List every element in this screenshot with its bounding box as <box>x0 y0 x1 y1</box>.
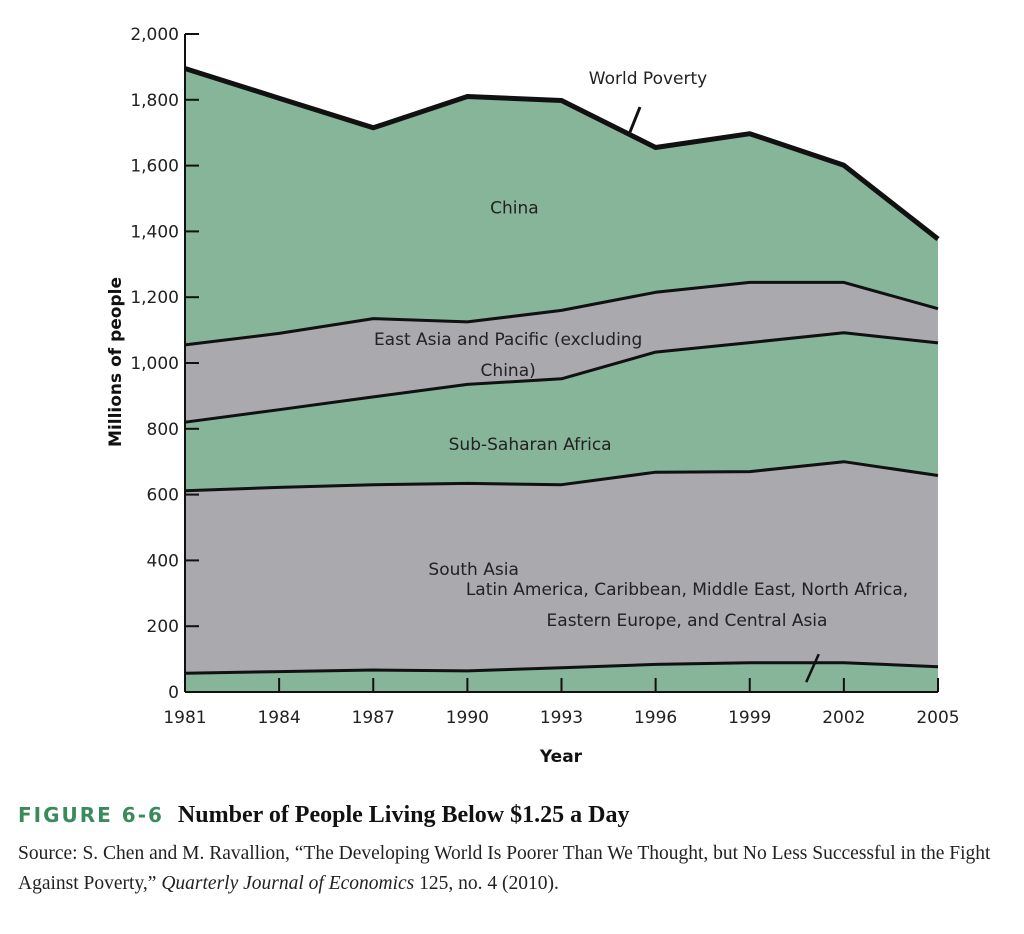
x-tick-label: 1990 <box>446 708 489 728</box>
region-label-line: East Asia and Pacific (excluding <box>374 330 642 350</box>
region-label-line: Sub-Saharan Africa <box>449 435 612 455</box>
region-label-2: Sub-Saharan Africa <box>449 435 612 455</box>
area-series-4 <box>185 68 938 345</box>
series-top-line-0 <box>184 661 939 675</box>
figure-number: FIGURE 6-6 <box>18 803 164 827</box>
series-top-line-2 <box>184 331 939 424</box>
y-axis-title: Millions of people <box>106 277 126 447</box>
y-tick-label: 1,600 <box>130 157 179 177</box>
y-tick-label: 1,800 <box>130 91 179 111</box>
area-series-3 <box>185 282 938 423</box>
region-label-1: South Asia <box>428 560 518 580</box>
region-label-line: South Asia <box>428 560 518 580</box>
source-journal: Quarterly Journal of Economics <box>161 873 415 894</box>
region-labels: Latin America, Caribbean, Middle East, N… <box>374 198 908 683</box>
figure-title: Number of People Living Below $1.25 a Da… <box>177 802 630 828</box>
boundary-lines <box>184 66 940 675</box>
region-label-line: Eastern Europe, and Central Asia <box>547 611 828 631</box>
region-label-line: China) <box>481 361 536 381</box>
y-tick-label: 2,000 <box>130 25 179 45</box>
y-tick-label: 200 <box>147 617 179 637</box>
region-label-0: Latin America, Caribbean, Middle East, N… <box>466 580 908 631</box>
source-text: Source: S. Chen and M. Ravallion, “The D… <box>18 843 991 894</box>
area-series-2 <box>185 332 938 491</box>
y-tick-label: 1,000 <box>130 354 179 374</box>
region-label-3: East Asia and Pacific (excluding China) <box>374 330 642 381</box>
world-poverty-annotation: World Poverty <box>589 69 707 89</box>
region-label-line: Latin America, Caribbean, Middle East, N… <box>466 580 908 600</box>
world-poverty-pointer <box>628 106 642 133</box>
series-top-line-1 <box>184 460 939 493</box>
x-axis-title: Year <box>539 747 583 767</box>
x-tick-label: 1999 <box>728 708 771 728</box>
figure-caption: FIGURE 6-6 Number of People Living Below… <box>18 802 1018 899</box>
source-note: Source: S. Chen and M. Ravallion, “The D… <box>18 839 1018 899</box>
area-series-1 <box>185 461 938 674</box>
x-tick-label: 1996 <box>634 708 677 728</box>
region-label-4: China <box>490 198 539 218</box>
x-tick-label: 1987 <box>352 708 395 728</box>
x-tick-label: 1993 <box>540 708 583 728</box>
y-tick-label: 600 <box>147 486 179 506</box>
x-tick-label: 1984 <box>257 708 300 728</box>
region-label-line: China <box>490 198 539 218</box>
x-tick-label: 1981 <box>163 708 206 728</box>
y-tick-label: 1,200 <box>130 288 179 308</box>
axes: 0 200 400 600 800 1,000 1,200 1,400 1,600 1,800 2,… <box>130 25 959 728</box>
world-poverty-line <box>184 66 940 241</box>
source-citation: 125, no. 4 (2010). <box>414 873 559 894</box>
x-tick-label: 2002 <box>822 708 865 728</box>
latin-america-pointer <box>805 653 820 683</box>
area-layers <box>185 68 938 692</box>
x-tick-label: 2005 <box>916 708 959 728</box>
poverty-area-chart: 0 200 400 600 800 1,000 1,200 1,400 1,600 1,800 2,… <box>106 25 960 767</box>
series-top-line-3 <box>184 280 939 347</box>
y-tick-label: 0 <box>168 683 179 703</box>
y-tick-label: 800 <box>147 420 179 440</box>
y-tick-label: 400 <box>147 551 179 571</box>
y-tick-label: 1,400 <box>130 222 179 242</box>
